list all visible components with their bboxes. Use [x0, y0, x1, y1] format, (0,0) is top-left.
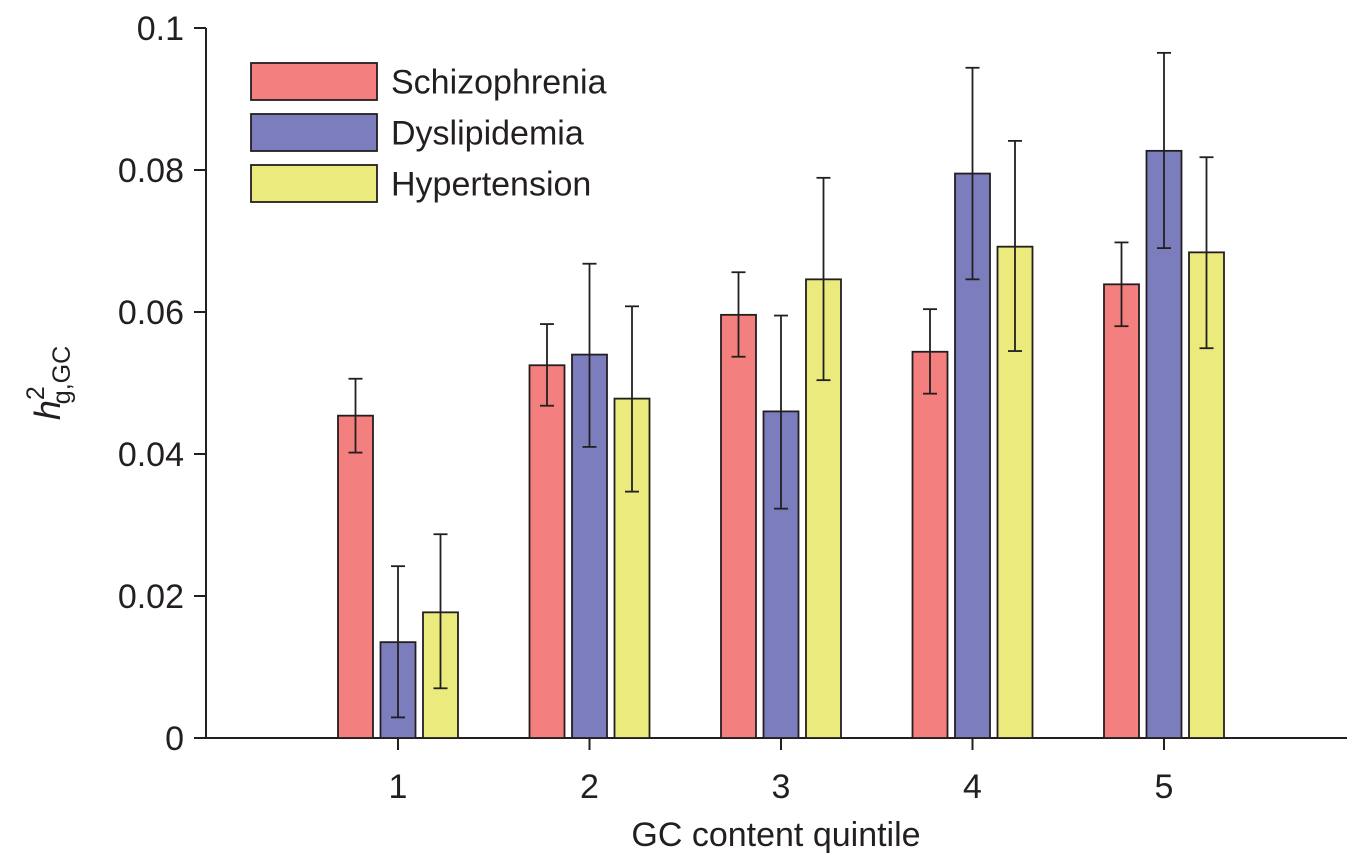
legend-label: Dyslipidemia [391, 115, 584, 153]
bar [911, 350, 949, 739]
error-bar [582, 262, 597, 448]
bar [1103, 283, 1140, 739]
x-tick-label: 3 [772, 768, 791, 806]
legend-swatch [250, 113, 378, 152]
y-axis-label-sup: 2 [22, 386, 50, 400]
error-bar [1008, 139, 1022, 352]
bar [996, 245, 1034, 739]
error-bar [923, 308, 937, 395]
error-bar [731, 271, 746, 358]
error-bar [433, 533, 448, 690]
bars [337, 149, 1225, 739]
bar [720, 313, 757, 739]
error-bar [816, 176, 831, 382]
legend-swatch [250, 164, 378, 203]
y-axis-label-sub: g,GC [48, 346, 76, 404]
y-ticks: 0 0.02 0.04 0.06 0.08 0.1 [118, 10, 206, 758]
svg-text:h2g,GC: h2g,GC [22, 346, 76, 420]
legend-label: Schizophrenia [391, 64, 607, 102]
y-axis-label-main: h [27, 400, 68, 420]
y-tick-label: 0.06 [118, 294, 184, 332]
x-tick-label: 4 [963, 768, 982, 806]
y-tick-label: 0.02 [118, 578, 184, 616]
x-axis-label: GC content quintile [631, 816, 920, 854]
error-bar [965, 66, 980, 281]
error-bar [1157, 51, 1171, 250]
y-tick-label: 0.08 [118, 152, 184, 190]
error-bar [1114, 241, 1129, 328]
error-bar [540, 323, 554, 407]
legend: Schizophrenia Dyslipidemia Hypertension [250, 62, 607, 204]
bar [528, 364, 566, 739]
x-tick-label: 5 [1155, 768, 1174, 806]
legend-swatch [250, 62, 378, 101]
error-bar [391, 565, 405, 719]
x-tick-label: 1 [389, 768, 408, 806]
error-bar [774, 314, 788, 510]
error-bar [348, 377, 363, 454]
y-axis-label: h2g,GC [22, 346, 76, 420]
y-tick-label: 0.04 [118, 436, 184, 474]
legend-label: Hypertension [391, 166, 591, 204]
y-tick-label: 0 [165, 720, 184, 758]
bar [1145, 149, 1183, 739]
x-tick-label: 2 [580, 768, 599, 806]
bar [337, 414, 374, 739]
y-tick-label: 0.1 [137, 10, 184, 48]
error-bar [1199, 156, 1214, 350]
error-bars [348, 51, 1214, 719]
error-bar [625, 305, 639, 493]
x-ticks: 1 2 3 4 5 [389, 738, 1174, 806]
